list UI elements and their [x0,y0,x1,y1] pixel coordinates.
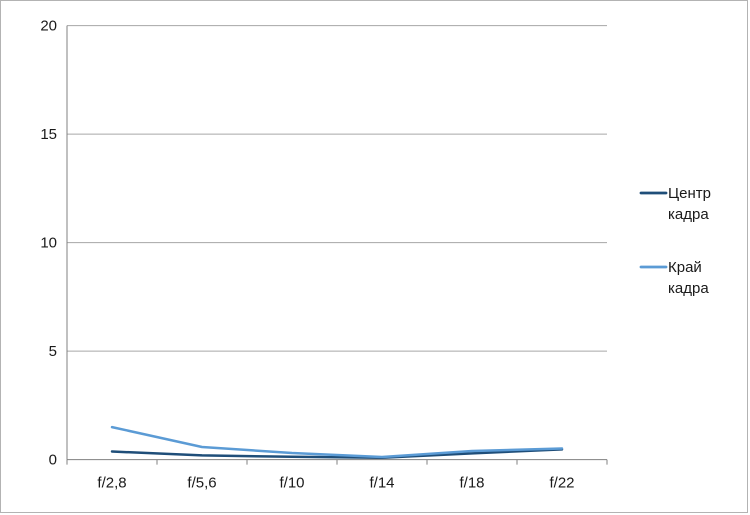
svg-text:10: 10 [40,235,57,252]
svg-text:0: 0 [49,452,57,469]
svg-text:Центр: Центр [668,185,711,202]
svg-text:5: 5 [49,343,57,360]
svg-text:f/2,8: f/2,8 [97,475,126,492]
svg-text:15: 15 [40,126,57,143]
svg-text:f/14: f/14 [369,475,394,492]
svg-text:Край: Край [668,259,702,276]
svg-text:f/5,6: f/5,6 [187,475,216,492]
svg-text:20: 20 [40,18,57,35]
svg-text:кадра: кадра [668,280,709,297]
svg-text:f/18: f/18 [459,475,484,492]
svg-text:кадра: кадра [668,206,709,223]
svg-text:f/10: f/10 [279,475,304,492]
svg-text:f/22: f/22 [549,475,574,492]
